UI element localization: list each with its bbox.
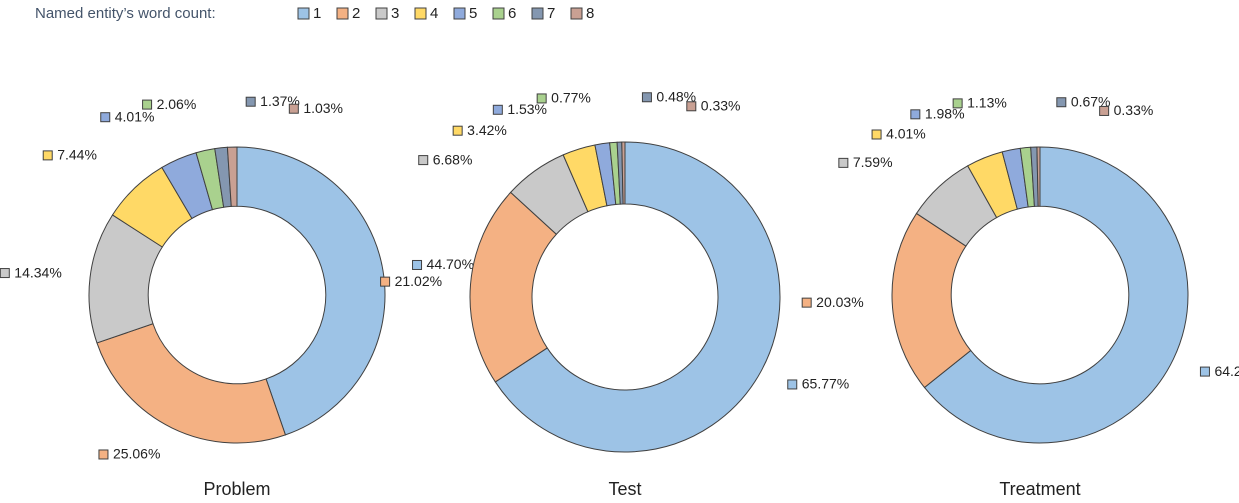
- legend-label: 3: [391, 5, 399, 22]
- label-swatch: [412, 259, 423, 270]
- data-label: 0.48%: [656, 88, 696, 104]
- donut-slice: [226, 146, 238, 207]
- data-label: 20.03%: [816, 294, 863, 310]
- data-label: 44.70%: [427, 256, 474, 272]
- label-swatch: [686, 101, 697, 112]
- data-label: 25.06%: [113, 446, 160, 462]
- legend-label: 2: [352, 5, 360, 22]
- data-label: 64.25%: [1214, 363, 1239, 379]
- legend-label: 5: [469, 5, 477, 22]
- legend-swatch: [375, 7, 388, 20]
- data-label: 1.13%: [967, 95, 1007, 111]
- data-label: 6.68%: [433, 151, 473, 167]
- legend-swatch: [531, 7, 544, 20]
- donut-slice: [236, 146, 386, 436]
- legend-label: 6: [508, 5, 516, 22]
- legend-label: 8: [586, 5, 594, 22]
- label-swatch: [452, 125, 463, 136]
- label-swatch: [0, 268, 10, 279]
- chart-title: Problem: [203, 479, 270, 499]
- legend-swatch: [570, 7, 583, 20]
- label-swatch: [801, 297, 812, 308]
- data-label: 2.06%: [157, 96, 197, 112]
- label-swatch: [380, 276, 391, 287]
- data-label: 1.53%: [507, 101, 547, 117]
- label-swatch: [787, 379, 798, 390]
- data-label: 14.34%: [14, 264, 61, 280]
- donut-slice: [96, 323, 287, 444]
- label-swatch: [1099, 105, 1110, 116]
- data-label: 0.33%: [701, 97, 741, 113]
- label-swatch: [98, 449, 109, 460]
- data-label: 4.01%: [886, 126, 926, 142]
- legend-swatch: [336, 7, 349, 20]
- label-swatch: [492, 104, 503, 115]
- legend-swatch: [492, 7, 505, 20]
- label-swatch: [288, 103, 299, 114]
- data-label: 21.02%: [395, 273, 442, 289]
- donut-slice: [621, 141, 626, 205]
- data-label: 0.33%: [1114, 102, 1154, 118]
- data-label: 1.03%: [303, 100, 343, 116]
- donut-slice: [494, 141, 781, 453]
- legend-label: 4: [430, 5, 438, 22]
- label-swatch: [100, 112, 111, 123]
- legend-swatch: [297, 7, 310, 20]
- label-swatch: [142, 99, 153, 110]
- label-swatch: [838, 157, 849, 168]
- legend-swatch: [414, 7, 427, 20]
- donut-slice: [1036, 146, 1041, 207]
- label-swatch: [641, 92, 652, 103]
- label-swatch: [418, 155, 429, 166]
- data-label: 3.42%: [467, 122, 507, 138]
- label-swatch: [871, 129, 882, 140]
- data-label: 0.67%: [1071, 93, 1111, 109]
- data-label: 7.44%: [57, 147, 97, 163]
- chart-title: Treatment: [999, 479, 1080, 499]
- donut-slice: [923, 146, 1189, 444]
- legend-title: Named entity’s word count:: [35, 5, 216, 22]
- chart-title: Test: [608, 479, 641, 499]
- data-label: 7.59%: [853, 154, 893, 170]
- legend-label: 1: [313, 5, 321, 22]
- label-swatch: [536, 93, 547, 104]
- label-swatch: [1056, 97, 1067, 108]
- label-swatch: [42, 150, 53, 161]
- label-swatch: [952, 98, 963, 109]
- legend-swatch: [453, 7, 466, 20]
- data-label: 0.77%: [551, 90, 591, 106]
- data-label: 1.98%: [925, 106, 965, 122]
- legend-label: 7: [547, 5, 555, 22]
- data-label: 65.77%: [802, 376, 849, 392]
- data-label: 4.01%: [115, 108, 155, 124]
- label-swatch: [910, 109, 921, 120]
- label-swatch: [245, 96, 256, 107]
- label-swatch: [1199, 366, 1210, 377]
